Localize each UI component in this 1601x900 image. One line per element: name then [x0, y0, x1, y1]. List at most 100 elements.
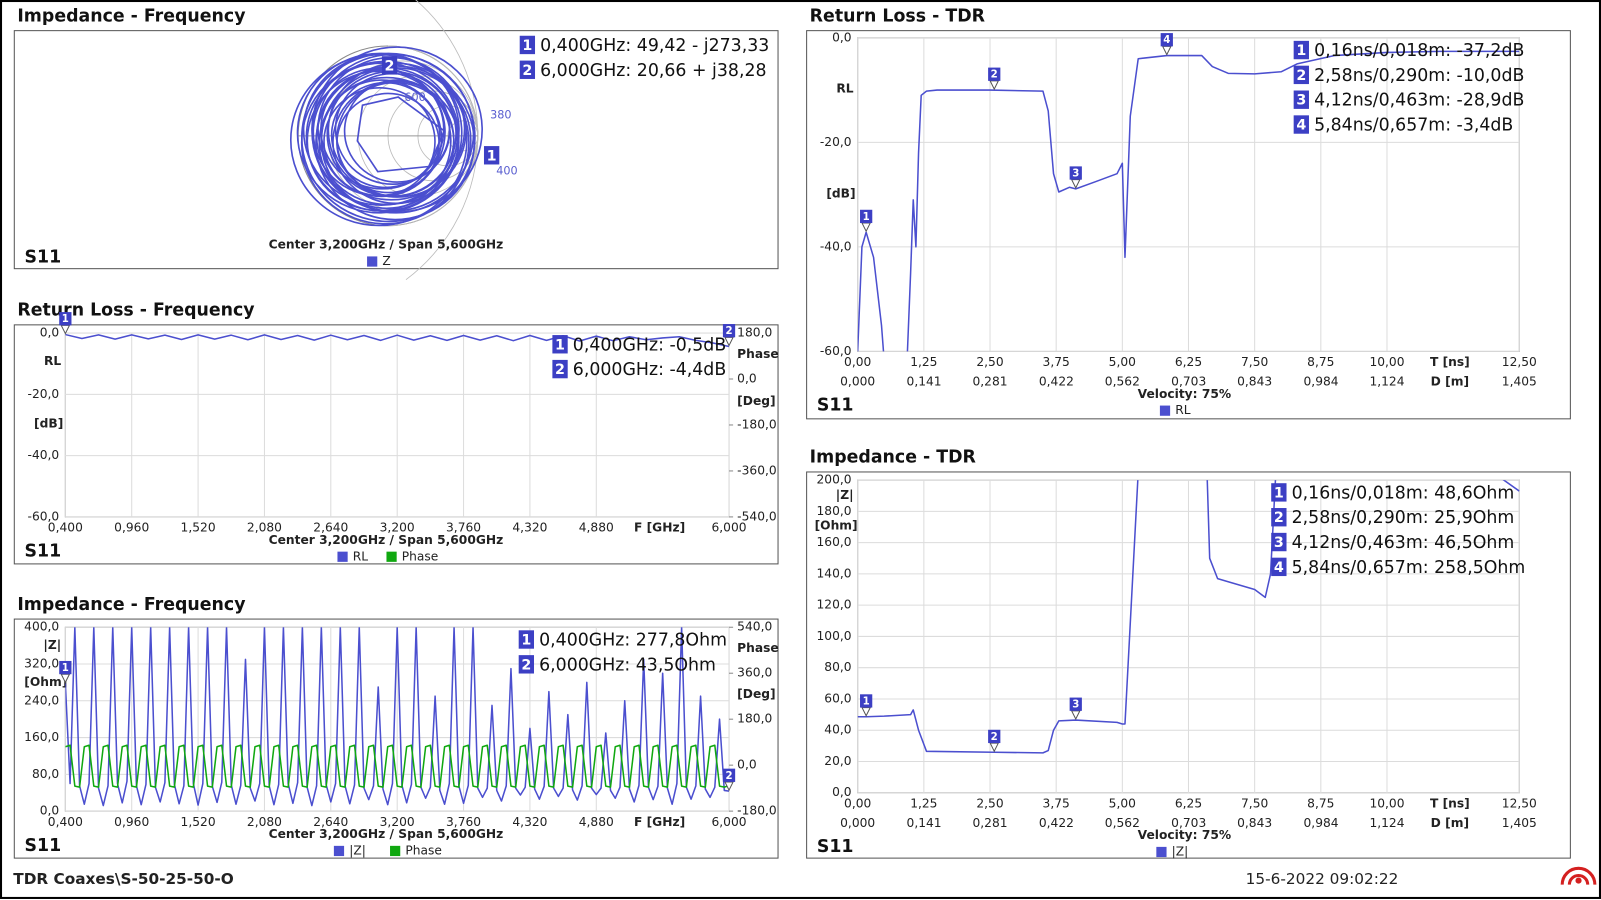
x-axis-label: T [ns] [1430, 355, 1470, 369]
x2-tick-label: 1,124 [1369, 375, 1404, 389]
marker-readout-id: 1 [1274, 485, 1284, 501]
marker-readout-box [1293, 40, 1309, 60]
marker-triangle [1070, 179, 1081, 189]
y-axis-label: |Z| [836, 488, 854, 502]
trace-line [857, 480, 1520, 754]
x-tick-label: 4,320 [512, 521, 547, 535]
y-axis-unit: [Ohm] [24, 675, 67, 689]
y2-tick-label: 540,0 [737, 620, 772, 634]
marker-flag-id: 2 [725, 326, 732, 337]
legend-swatch [1156, 846, 1167, 858]
marker-readout-id: 2 [1296, 68, 1306, 84]
x-tick-label: 8,75 [1307, 796, 1334, 810]
x2-tick-label: 0,703 [1171, 816, 1206, 830]
x-tick-label: 7,50 [1241, 796, 1268, 810]
y-axis-label: |Z| [43, 638, 61, 652]
x-tick-label: 6,25 [1175, 355, 1202, 369]
marker-readout-id: 4 [1296, 118, 1306, 134]
marker-readout-box [552, 359, 568, 379]
x-tick-label: 4,320 [512, 815, 547, 829]
y-tick-label: -20,0 [820, 135, 852, 149]
marker-flag-box [988, 729, 1001, 744]
marker-readout-text: 6,000GHz: 43,5Ohm [539, 655, 716, 675]
smith-trace-inner [356, 96, 446, 173]
x-tick-label: 2,080 [247, 521, 282, 535]
x-tick-label: 3,760 [446, 521, 481, 535]
legend-swatch [333, 845, 345, 857]
y-tick-label: 0,0 [40, 326, 59, 340]
marker-readout-id: 2 [522, 63, 532, 79]
trace-line [65, 333, 730, 348]
marker-triangle [989, 80, 1000, 91]
traces [65, 627, 730, 807]
x-tick-label: 0,400 [48, 815, 83, 829]
plot: 0,400 0,960 1,520 2,080 2,640 3,200 3,760 4,320… [24, 620, 779, 829]
x2-tick-label: 0,562 [1105, 375, 1140, 389]
marker-flag-id: 1 [62, 314, 69, 325]
marker-flag-box [1069, 166, 1082, 180]
y-tick-label: 0,0 [832, 30, 851, 44]
x-tick-label: 3,200 [380, 521, 415, 535]
trace-name: S11 [25, 542, 62, 562]
marker-flag-id: 2 [991, 70, 998, 81]
x-tick-label: 7,50 [1241, 355, 1268, 369]
y-tick-label: 160,0 [24, 730, 59, 744]
x2-tick-label: 0,422 [1039, 375, 1074, 389]
traces [857, 480, 1520, 754]
y-axis-label: RL [836, 81, 853, 95]
trace-name: S11 [25, 247, 62, 267]
smith-label: 400 [496, 165, 517, 178]
span-label: Center 3,200GHz / Span 5,600GHz [269, 533, 504, 547]
y-tick-label: 200,0 [816, 473, 851, 487]
panel-title: Impedance - Frequency [17, 6, 245, 26]
x2-tick-label: 0,281 [972, 375, 1007, 389]
y-tick-label: -20,0 [28, 387, 60, 401]
y-axis-label: RL [44, 354, 61, 368]
y2-tick-label: 0,0 [737, 371, 756, 385]
legend-label: RL [1175, 403, 1191, 417]
span-label: Center 3,200GHz / Span 5,600GHz [269, 238, 504, 252]
smith-x-arc [405, 135, 479, 281]
marker-readout-box [518, 655, 535, 674]
panel-title: Impedance - Frequency [17, 595, 245, 615]
marker-flag-box [988, 67, 1001, 81]
marker-readout-box [518, 630, 535, 649]
marker-readout: 1 0,16ns/0,018m: 48,6Ohm 2 2,58ns/0,290m: 2… [1271, 483, 1525, 578]
plot: 0,00 1,25 2,50 3,75 5,00 6,25 7,50 8,75 10,00 12,… [820, 30, 1537, 389]
x-tick-label: 4,880 [579, 815, 614, 829]
marker-readout-id: 1 [555, 337, 565, 353]
trace-name: S11 [817, 396, 854, 416]
marker-readout-text: 4,12ns/0,463m: 46,5Ohm [1292, 533, 1515, 553]
x-tick-label: 12,50 [1502, 355, 1537, 369]
x-tick-label: 12,50 [1502, 796, 1537, 810]
x-tick-label: 10,00 [1369, 796, 1404, 810]
legend-label: |Z| [1172, 844, 1189, 858]
x-tick-label: 1,520 [181, 521, 216, 535]
marker-flag-box [722, 324, 736, 338]
y-tick-label: -40,0 [28, 448, 60, 462]
x-tick-label: 0,960 [114, 521, 149, 535]
x-tick-label: 3,75 [1043, 796, 1070, 810]
y-tick-label: 80,0 [824, 660, 851, 674]
smith-label: 600 [404, 91, 425, 104]
x2-tick-label: 0,562 [1105, 816, 1140, 830]
y-tick-label: 20,0 [824, 754, 851, 768]
legend-swatch [367, 256, 378, 267]
x-tick-label: 1,25 [910, 355, 937, 369]
plot: 0,00 1,25 2,50 3,75 5,00 6,25 7,50 8,75 10,00 12,… [815, 473, 1537, 830]
x-tick-label: 0,960 [114, 815, 149, 829]
marker-readout: 1 0,400GHz: 277,8Ohm 2 6,000GHz: 43,5Ohm [518, 630, 727, 675]
y2-axis-label: Phase [737, 641, 779, 655]
marker-flags: 1 2 3 4 [860, 33, 1173, 233]
smith-marker-id: 2 [385, 58, 395, 74]
smith-marker-box [381, 56, 398, 75]
marker-flag-id: 3 [1072, 700, 1079, 711]
smith-label: 380 [490, 108, 511, 121]
marker-flag-box [1069, 697, 1082, 711]
x-tick-label: 6,000 [711, 815, 746, 829]
legend-label: Phase [402, 549, 439, 563]
marker-readout-text: 6,000GHz: -4,4dB [573, 360, 726, 380]
x-axis-label: F [GHz] [634, 521, 685, 535]
marker-flag-box [860, 209, 873, 224]
